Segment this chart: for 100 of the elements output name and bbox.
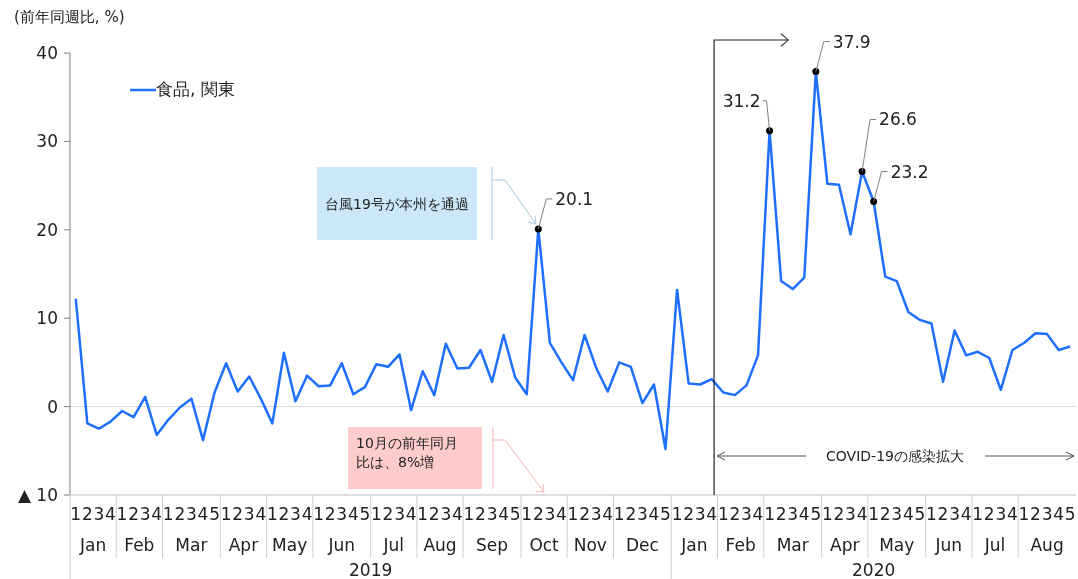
text: Mar — [776, 535, 809, 555]
x-tick-label: 5 — [914, 504, 926, 524]
x-tick-label: 1 — [521, 504, 533, 524]
x-tick-label: 4 — [405, 504, 417, 524]
x-tick-label: 3 — [486, 504, 498, 524]
x-tick-label: 4 — [151, 504, 163, 524]
text: Apr — [228, 535, 259, 555]
text: 2019 — [349, 560, 393, 579]
x-tick-label: 4 — [960, 504, 972, 524]
text: Jun — [934, 535, 963, 555]
x-tick-label: 2 — [324, 504, 336, 524]
x-tick-label: 5 — [359, 504, 371, 524]
text: Jan — [79, 535, 107, 555]
x-tick-label: 2 — [983, 504, 995, 524]
x-tick-label: 2 — [428, 504, 440, 524]
x-tick-label: 5 — [209, 504, 220, 524]
x-tick-label: 1 — [764, 504, 775, 524]
x-tick-label: 5 — [810, 504, 822, 524]
x-tick-label: 3 — [394, 504, 405, 524]
x-tick-label: 3 — [440, 504, 452, 524]
x-tick-label: 4 — [347, 504, 359, 524]
y-tick-label: 30 — [36, 131, 58, 152]
data-label: 37.9 — [832, 31, 871, 52]
x-tick-label: 2 — [625, 504, 637, 524]
y-tick-label: ▲ 10 — [17, 485, 58, 505]
x-tick-label: 1 — [613, 504, 625, 524]
x-tick-label: 4 — [902, 504, 914, 524]
x-tick-label: 1 — [926, 504, 937, 524]
text: Feb — [124, 535, 155, 555]
x-tick-label: 2 — [579, 504, 590, 524]
annotation: COVID-19の感染拡大 — [826, 448, 964, 464]
x-tick-label: 3 — [336, 504, 348, 524]
x-tick-label: 4 — [197, 504, 209, 524]
x-tick-label: 4 — [301, 504, 313, 524]
x-tick-label: 1 — [116, 504, 128, 524]
text: May — [272, 535, 308, 555]
x-tick-label: 1 — [567, 504, 579, 524]
legend-label: 食品, 関東 — [156, 78, 235, 101]
x-tick-label: 1 — [371, 504, 382, 524]
x-tick-label: 1 — [972, 504, 984, 524]
text: Apr — [830, 535, 860, 555]
x-tick-label: 3 — [995, 504, 1007, 524]
x-tick-label: 4 — [451, 504, 463, 524]
x-tick-label: 3 — [590, 504, 602, 524]
x-tick-label: 1 — [671, 504, 683, 524]
x-tick-label: 3 — [93, 504, 105, 524]
x-tick-label: 2 — [232, 504, 244, 524]
x-tick-label: 1 — [717, 504, 729, 524]
x-tick-label: 3 — [290, 504, 301, 524]
x-tick-label: 5 — [1064, 504, 1076, 524]
x-tick-label: 1 — [162, 504, 174, 524]
x-tick-label: 4 — [498, 504, 510, 524]
text: Jul — [382, 535, 405, 555]
x-tick-label: 2 — [937, 504, 949, 524]
x-tick-label: 2 — [382, 504, 394, 524]
x-tick-label: 1 — [220, 504, 232, 524]
text: May — [879, 535, 915, 555]
x-tick-label: 4 — [602, 504, 614, 524]
x-tick-label: 4 — [648, 504, 660, 524]
annotation: 10月の前年同月比は、8%増 — [356, 434, 459, 472]
x-tick-label: 3 — [186, 504, 197, 524]
data-label: 20.1 — [555, 188, 594, 209]
x-tick-label: 4 — [1006, 504, 1018, 524]
x-tick-label: 1 — [417, 504, 429, 524]
x-tick-label: 1 — [313, 504, 325, 524]
y-axis-title: (前年同週比, %) — [14, 8, 125, 27]
x-tick-label: 3 — [1041, 504, 1053, 524]
text: Oct — [529, 535, 560, 555]
x-tick-label: 3 — [636, 504, 648, 524]
x-tick-label: 4 — [255, 504, 267, 524]
data-label: 23.2 — [890, 161, 929, 182]
x-tick-label: 5 — [509, 504, 521, 524]
x-tick-label: 5 — [660, 504, 671, 524]
x-tick-label: 1 — [463, 504, 475, 524]
x-tick-label: 3 — [139, 504, 151, 524]
x-tick-label: 2 — [475, 504, 486, 524]
x-tick-label: 2 — [729, 504, 741, 524]
y-tick-label: 20 — [36, 219, 58, 240]
x-tick-label: 1 — [266, 504, 278, 524]
x-tick-label: 3 — [694, 504, 706, 524]
x-tick-label: 4 — [1053, 504, 1065, 524]
text: Feb — [725, 535, 756, 555]
text: 2020 — [852, 560, 896, 579]
x-tick-label: 2 — [81, 504, 93, 524]
x-tick-label: 2 — [532, 504, 544, 524]
annotation: 台風19号が本州を通過 — [325, 196, 469, 212]
text: Aug — [1030, 535, 1064, 555]
x-tick-label: 2 — [174, 504, 186, 524]
text: Sep — [476, 535, 509, 555]
x-tick-label: 3 — [949, 504, 960, 524]
x-tick-label: 2 — [278, 504, 290, 524]
x-tick-label: 4 — [798, 504, 810, 524]
x-tick-label: 4 — [556, 504, 567, 524]
x-tick-label: 3 — [891, 504, 903, 524]
text: Aug — [423, 535, 457, 555]
data-label: 31.2 — [722, 90, 761, 111]
x-tick-label: 4 — [105, 504, 116, 524]
y-tick-label: 40 — [36, 43, 58, 63]
x-tick-label: 1 — [70, 504, 82, 524]
x-tick-label: 2 — [775, 504, 787, 524]
